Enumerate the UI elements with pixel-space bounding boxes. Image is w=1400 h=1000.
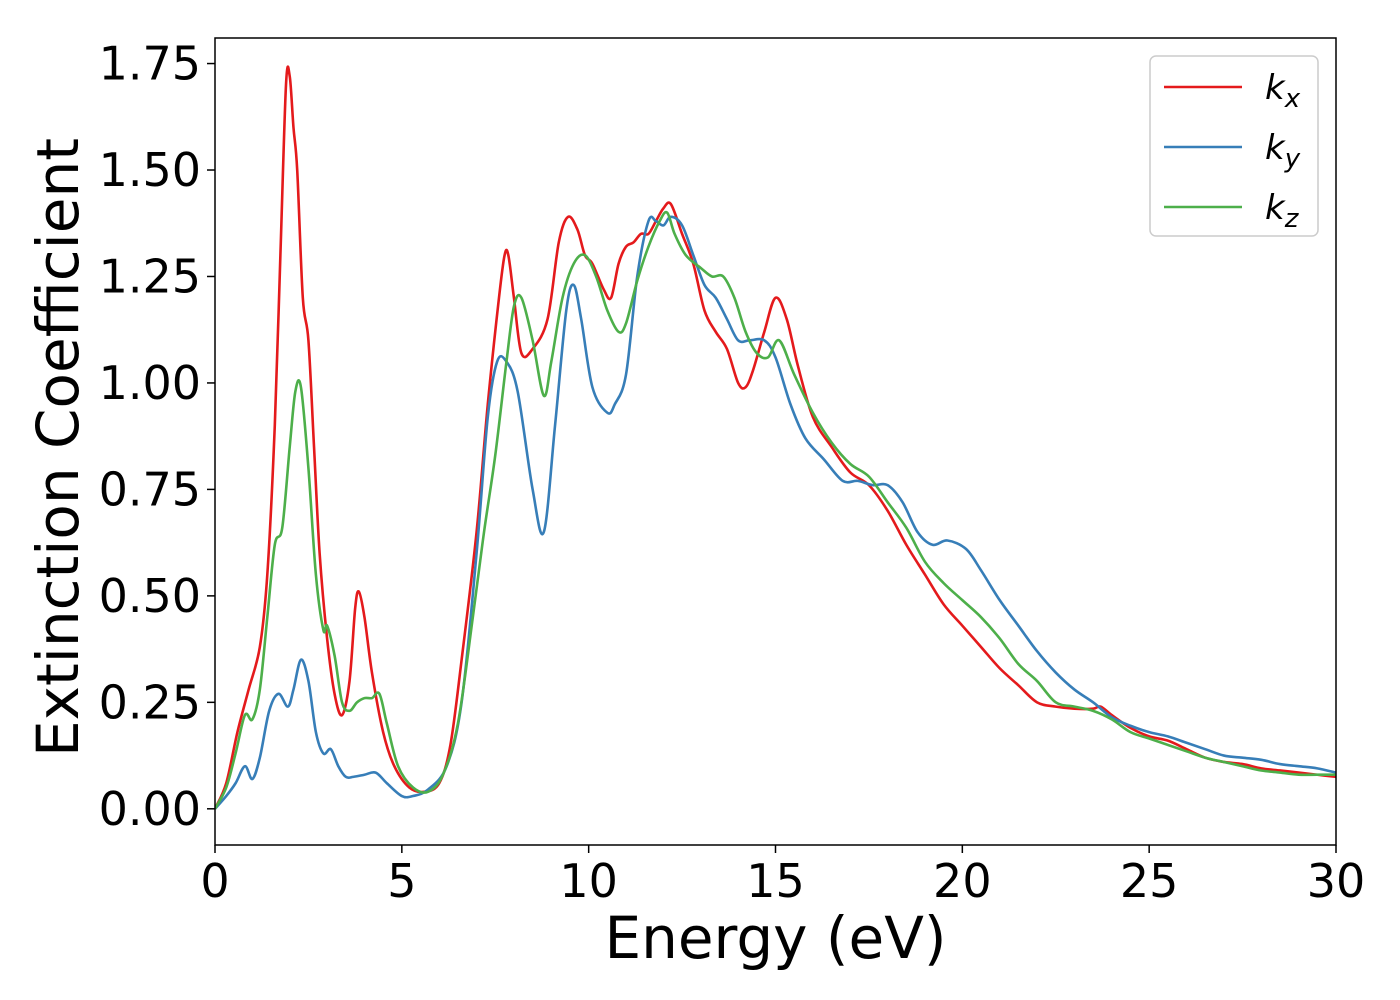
x-tick-label: 25 xyxy=(1120,854,1179,908)
series-line-kx xyxy=(215,65,1336,810)
series-line-ky xyxy=(215,215,1336,810)
x-tick-label: 5 xyxy=(387,854,416,908)
x-tick-label: 10 xyxy=(559,854,618,908)
x-tick-label: 30 xyxy=(1307,854,1366,908)
legend-label-kx: kx xyxy=(1265,68,1301,114)
x-axis: 0 5 10 15 20 25 30 xyxy=(200,845,1365,908)
x-tick-label: 15 xyxy=(746,854,805,908)
y-axis: 0.00 0.25 0.50 0.75 1.00 1.25 1.50 1.75 xyxy=(99,37,215,836)
x-tick-label: 20 xyxy=(933,854,992,908)
y-tick-label: 0.50 xyxy=(99,569,201,623)
y-tick-label: 1.50 xyxy=(99,143,201,197)
legend-label-kz: kz xyxy=(1265,188,1300,234)
y-tick-label: 1.75 xyxy=(99,37,201,91)
y-tick-label: 0.25 xyxy=(99,675,201,729)
series-line-kz xyxy=(215,210,1336,810)
y-axis-label: Extinction Coefficient xyxy=(24,138,92,757)
y-tick-label: 1.25 xyxy=(99,249,201,303)
x-axis-label: Energy (eV) xyxy=(604,904,946,972)
legend: kx ky kz xyxy=(1149,55,1319,237)
series-layer xyxy=(215,65,1336,810)
x-tick-label: 0 xyxy=(200,854,229,908)
legend-label-ky: ky xyxy=(1265,128,1301,174)
y-tick-label: 1.00 xyxy=(99,356,201,410)
y-tick-label: 0.75 xyxy=(99,462,201,516)
y-tick-label: 0.00 xyxy=(99,782,201,836)
